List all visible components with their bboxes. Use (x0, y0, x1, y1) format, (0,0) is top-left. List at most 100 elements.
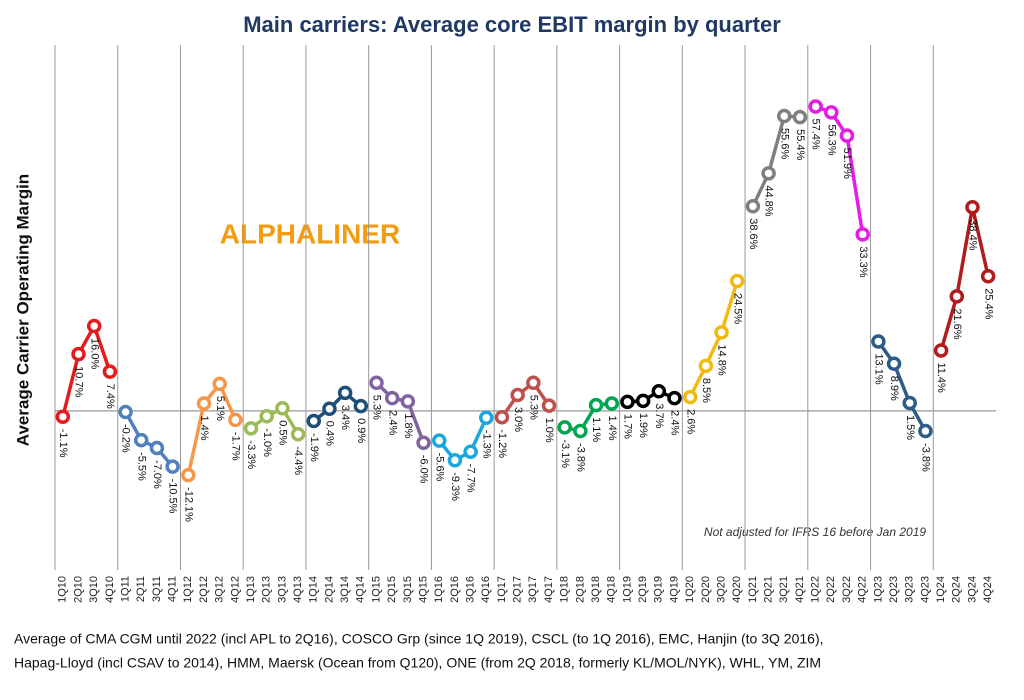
data-label: 5.3% (527, 395, 539, 420)
data-label: 1.4% (198, 415, 210, 440)
x-tick-label: 1Q16 (433, 576, 445, 603)
data-point (980, 268, 996, 284)
x-tick-label: 3Q17 (527, 576, 539, 603)
data-point (557, 420, 572, 435)
data-label: 1.5% (904, 415, 916, 440)
data-label: 5.3% (371, 395, 383, 420)
data-label: -5.5% (135, 452, 147, 481)
data-label: 1.7% (622, 414, 634, 439)
data-point (149, 440, 165, 456)
data-point (102, 364, 118, 379)
data-label: 8.9% (888, 376, 900, 401)
x-tick-label: 3Q24 (966, 576, 978, 603)
data-label: 3.4% (339, 405, 351, 430)
x-tick-label: 2Q23 (888, 576, 900, 603)
x-tick-label: 2Q13 (261, 576, 273, 603)
data-label: 16.0% (88, 338, 100, 369)
x-tick-label: 1Q18 (559, 576, 571, 603)
watermark: ALPHALINER (220, 218, 400, 249)
x-tick-label: 4Q23 (919, 576, 931, 603)
data-point (290, 426, 306, 442)
x-tick-label: 3Q20 (715, 576, 727, 603)
line-segment (249, 405, 300, 436)
data-label: 11.4% (935, 362, 947, 393)
x-tick-label: 2Q17 (512, 576, 524, 603)
data-point (384, 390, 400, 406)
data-point (86, 318, 102, 334)
data-label: -3.3% (245, 440, 257, 469)
line-segment (751, 114, 801, 207)
data-label: -3.8% (920, 443, 932, 472)
x-tick-label: 1Q15 (370, 576, 382, 603)
data-label: -7.7% (465, 464, 477, 493)
data-point (933, 343, 949, 358)
data-label: 38.6% (747, 218, 759, 249)
data-point (212, 376, 227, 392)
x-tick-label: 1Q17 (496, 576, 508, 603)
line-segment (186, 380, 237, 476)
data-point (714, 325, 729, 340)
data-point (918, 423, 933, 439)
data-label: 0.5% (277, 420, 289, 445)
data-label: -1.1% (57, 429, 69, 458)
data-label: 3.7% (653, 403, 665, 428)
data-label: -1.7% (229, 432, 241, 461)
data-point (165, 459, 180, 474)
line-segment (312, 390, 362, 423)
data-label: -4.4% (292, 446, 304, 475)
data-label: -12.1% (182, 487, 194, 522)
data-point (447, 452, 463, 468)
footnote: Hapag-Lloyd (incl CSAV to 2014), HMM, Ma… (14, 655, 821, 671)
data-point (682, 389, 698, 405)
data-label: 57.4% (810, 119, 822, 150)
data-label: -0.2% (120, 424, 132, 453)
data-label: -5.6% (433, 453, 445, 482)
data-label: -1.0% (261, 428, 273, 457)
line-segment (61, 321, 112, 418)
data-point (620, 394, 635, 410)
x-tick-label: 1Q10 (57, 576, 69, 603)
line-segment (564, 401, 612, 434)
data-point (416, 435, 431, 450)
x-tick-label: 1Q19 (621, 576, 633, 603)
data-label: 2.4% (386, 410, 398, 435)
data-point (71, 346, 86, 362)
data-label: -10.5% (167, 479, 179, 514)
data-point (777, 108, 792, 124)
data-label: -9.3% (449, 472, 461, 501)
x-tick-label: 2Q18 (574, 576, 586, 603)
line-segment (627, 389, 676, 404)
chart-title: Main carriers: Average core EBIT margin … (243, 12, 781, 37)
data-point (745, 198, 761, 214)
data-label: 1.0% (543, 418, 555, 443)
data-point (541, 398, 557, 413)
data-point (667, 390, 682, 406)
x-tick-label: 1Q14 (308, 576, 320, 603)
data-label: -6.0% (418, 455, 430, 484)
data-point (761, 166, 776, 181)
x-tick-label: 4Q16 (480, 576, 492, 603)
x-tick-label: 1Q20 (684, 576, 696, 603)
x-tick-label: 3Q10 (88, 576, 100, 603)
x-tick-label: 2Q14 (323, 576, 335, 603)
data-point (526, 375, 541, 391)
line-segment (500, 380, 551, 419)
data-label: 13.1% (872, 353, 884, 384)
x-tick-label: 1Q21 (747, 576, 759, 603)
data-label: -1.3% (480, 430, 492, 459)
data-label: 55.4% (794, 129, 806, 160)
data-label: 2.4% (669, 410, 681, 435)
data-point (228, 412, 243, 428)
data-point (322, 401, 337, 417)
x-tick-label: 3Q16 (465, 576, 477, 603)
data-label: 5.1% (214, 396, 226, 421)
data-point (573, 423, 588, 439)
data-point (243, 421, 259, 436)
x-tick-label: 3Q21 (778, 576, 790, 603)
data-label: 25.4% (982, 288, 994, 319)
x-tick-label: 1Q13 (245, 576, 257, 603)
x-tick-label: 3Q22 (841, 576, 853, 603)
data-label: 1.9% (637, 413, 649, 438)
x-tick-label: 1Q22 (810, 576, 822, 603)
